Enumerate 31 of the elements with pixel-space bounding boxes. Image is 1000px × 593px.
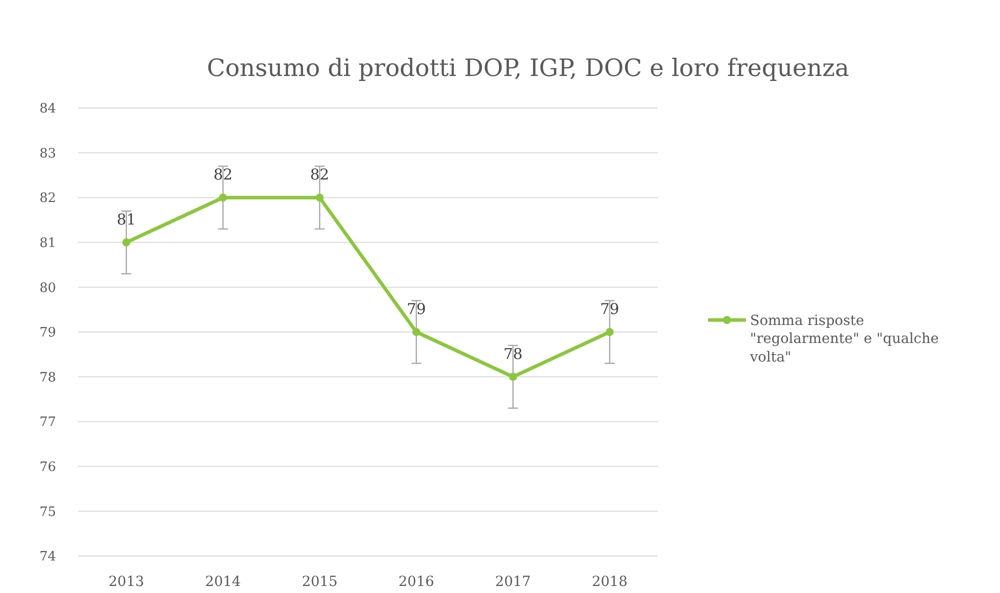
legend-label: Somma risposte "regolarmente" e "qualche volta" bbox=[749, 312, 939, 366]
x-tick-label: 2018 bbox=[592, 574, 628, 590]
point bbox=[219, 194, 227, 202]
x-tick-label: 2013 bbox=[108, 574, 144, 590]
x-tick-label: 2016 bbox=[398, 574, 434, 590]
point bbox=[509, 372, 517, 381]
data-label: 82 bbox=[213, 166, 233, 184]
y-tick-label: 82 bbox=[39, 191, 56, 206]
y-tick-label: 75 bbox=[39, 504, 56, 520]
y-tick-label: 79 bbox=[39, 326, 56, 341]
y-tick-label: 80 bbox=[39, 280, 56, 296]
point bbox=[316, 194, 324, 202]
y-tick-label: 84 bbox=[39, 102, 56, 117]
x-tick-label: 2014 bbox=[205, 574, 241, 590]
data-label: 78 bbox=[503, 344, 523, 363]
y-tick-label: 78 bbox=[39, 370, 56, 386]
y-tick-label: 76 bbox=[39, 460, 56, 475]
x-tick-label: 2017 bbox=[495, 574, 531, 590]
y-tick-label: 77 bbox=[39, 415, 56, 430]
point bbox=[122, 238, 130, 246]
data-label: 82 bbox=[310, 166, 330, 184]
chart-title: Consumo di prodotti DOP, IGP, DOC e loro frequenza bbox=[206, 54, 850, 82]
data-label: 81 bbox=[116, 210, 136, 228]
y-tick-label: 74 bbox=[39, 550, 56, 565]
data-label: 79 bbox=[600, 300, 620, 318]
point bbox=[606, 328, 614, 336]
point bbox=[412, 328, 420, 336]
x-tick-label: 2015 bbox=[302, 574, 338, 590]
y-tick-label: 81 bbox=[39, 236, 56, 251]
data-label: 79 bbox=[406, 300, 426, 318]
y-tick-label: 83 bbox=[39, 146, 56, 162]
